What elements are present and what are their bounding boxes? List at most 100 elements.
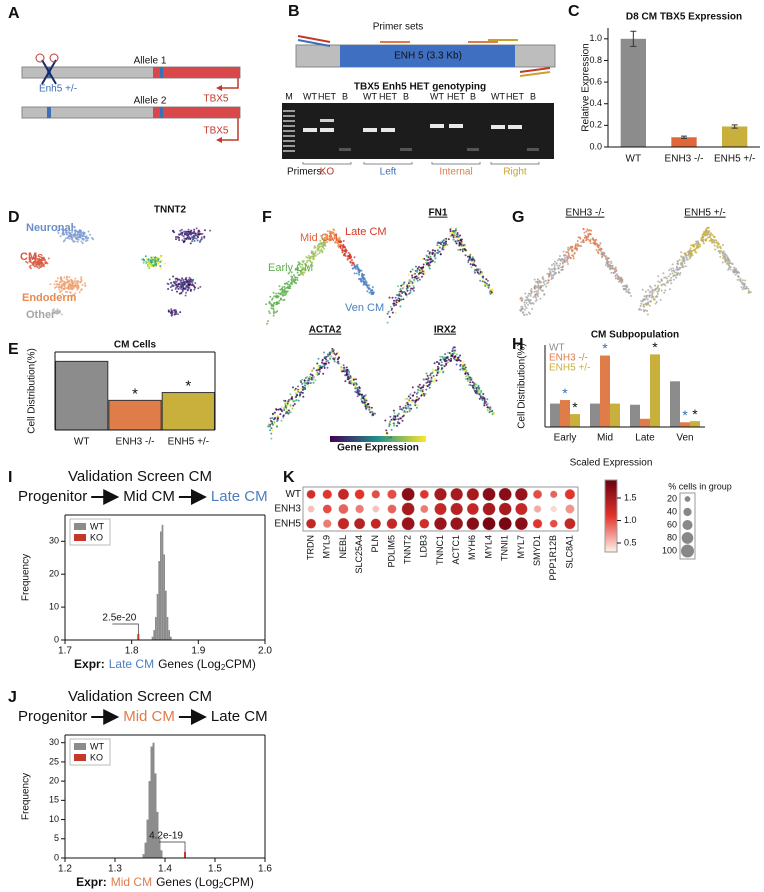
cell-dot <box>486 398 489 401</box>
cell-dot <box>736 278 739 281</box>
cell-dot <box>271 297 274 300</box>
cell-dot <box>366 405 369 408</box>
cell-dot <box>149 264 152 267</box>
cell-dot <box>345 249 348 252</box>
x-tick-label: Ven <box>676 433 693 444</box>
cell-dot <box>519 309 522 312</box>
cell-dot <box>361 277 364 280</box>
cell-dot <box>361 274 364 277</box>
legend-label: KO <box>90 532 103 542</box>
cell-dot <box>451 234 454 237</box>
gel-band <box>400 148 412 151</box>
cell-dot <box>398 300 401 302</box>
cell-dot <box>181 284 184 287</box>
cell-dot <box>400 298 403 301</box>
cell-dot <box>556 264 559 267</box>
cell-dot <box>318 370 321 373</box>
gene-block <box>153 107 240 118</box>
cell-dot <box>57 283 60 286</box>
cell-dot <box>536 293 538 296</box>
cell-dot <box>294 391 297 394</box>
cell-dot <box>179 281 182 284</box>
y-tick-label: 0.4 <box>589 98 602 108</box>
x-axis-label-part: Genes (Log <box>158 657 221 671</box>
cell-dot <box>315 369 318 372</box>
scissor-icon <box>49 53 59 63</box>
cell-dot <box>178 239 181 241</box>
colorbar-label: Gene Expression <box>337 443 419 454</box>
cell-dot <box>79 233 82 236</box>
cell-dot <box>267 424 270 427</box>
cell-dot <box>180 279 183 282</box>
cell-dot <box>472 258 475 261</box>
cell-dot <box>415 265 417 268</box>
cell-dot <box>447 238 450 241</box>
cell-dot <box>527 303 529 306</box>
cell-dot <box>641 288 644 291</box>
expression-dot <box>515 502 528 516</box>
cell-dot <box>473 388 475 391</box>
cell-dot <box>306 383 309 386</box>
cell-dot <box>358 271 361 274</box>
cell-dot <box>428 383 431 386</box>
cell-dot <box>574 244 577 247</box>
cell-dot <box>364 405 367 408</box>
cell-dot <box>452 238 455 241</box>
cell-dot <box>173 309 176 312</box>
cell-dot <box>643 310 645 313</box>
umap-title: FN1 <box>429 208 448 219</box>
cell-dot <box>559 262 562 265</box>
cell-dot <box>448 232 451 235</box>
cell-dot <box>678 273 681 276</box>
cell-dot <box>332 357 335 360</box>
cell-dot <box>38 267 41 270</box>
ladder-band <box>283 115 295 117</box>
cell-dot <box>445 356 448 359</box>
cell-dot <box>688 257 691 260</box>
cell-dot <box>269 425 271 428</box>
expression-dot <box>401 517 415 531</box>
cell-dot <box>272 304 275 307</box>
state-label: Late CM <box>345 226 387 238</box>
cell-dot <box>354 378 357 381</box>
cell-dot <box>73 293 75 296</box>
ko-pvalue: 2.5e-20 <box>102 613 136 624</box>
cell-dot <box>484 285 487 287</box>
cell-dot <box>455 353 458 356</box>
enhancer-mark <box>47 107 51 118</box>
primer-name: Left <box>380 167 397 178</box>
hist-bar <box>165 590 167 640</box>
cell-dot <box>468 255 471 258</box>
flow-step: Late CM <box>211 708 268 725</box>
cell-dot <box>300 387 303 390</box>
dot-plot-frame <box>302 486 579 532</box>
cell-dot <box>707 226 710 229</box>
cell-dot <box>672 278 675 281</box>
cell-dot <box>29 260 32 263</box>
cell-dot <box>344 248 347 251</box>
cell-dot <box>80 229 82 232</box>
cell-dot <box>450 357 453 360</box>
cell-dot <box>483 404 486 407</box>
cell-dot <box>366 401 368 404</box>
cell-dot <box>154 265 157 268</box>
cell-dot <box>287 286 290 289</box>
expression-dot <box>434 502 447 516</box>
expression-dot <box>466 488 480 501</box>
cell-dot <box>713 236 716 239</box>
cell-dot <box>178 286 181 288</box>
cell-dot <box>675 271 678 274</box>
expression-dot <box>482 502 496 516</box>
cell-dot <box>429 261 432 264</box>
cell-dot <box>318 372 321 375</box>
cell-dot <box>524 308 526 311</box>
cell-dot <box>726 255 729 258</box>
cell-dot <box>724 259 727 262</box>
cell-dot <box>341 249 344 252</box>
cell-dot <box>282 399 285 402</box>
cell-dot <box>296 271 299 274</box>
cell-dot <box>355 265 358 268</box>
cell-dot <box>289 405 292 408</box>
flow-step: Progenitor <box>18 488 87 505</box>
cell-dot <box>84 284 87 287</box>
